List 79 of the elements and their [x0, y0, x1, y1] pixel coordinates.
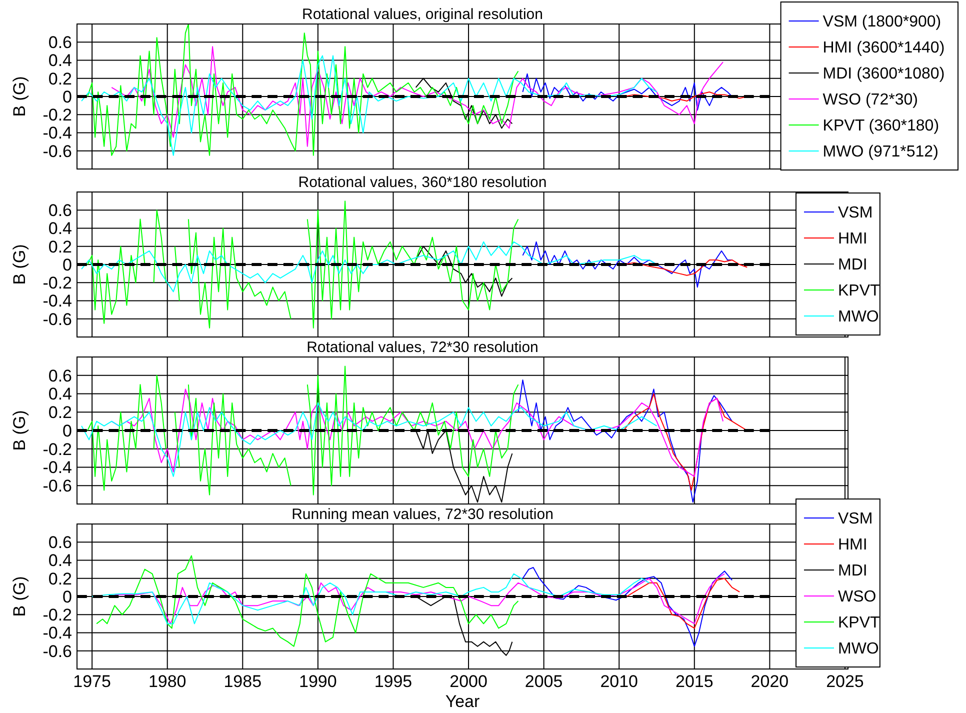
y-tick-label: 0.6: [48, 201, 72, 220]
x-tick-label: 1980: [148, 672, 186, 691]
y-tick-label: -0.4: [42, 624, 72, 643]
line-series: [623, 393, 748, 491]
legend-label: KPVT: [838, 282, 880, 300]
y-tick-label: 0: [62, 421, 72, 440]
y-tick-label: 0.6: [48, 33, 72, 52]
x-tick-label: 2000: [450, 672, 488, 691]
y-tick-label: -0.2: [42, 440, 72, 459]
line-series: [626, 578, 740, 629]
y-tick-label: -0.2: [42, 606, 72, 625]
line-series: [111, 46, 724, 147]
legend-label: MWO: [838, 308, 879, 326]
y-tick-label: 0.4: [48, 551, 72, 570]
legend-label: HMI: [838, 230, 868, 248]
y-tick-label: 0.6: [48, 366, 72, 386]
legend-label: HMI: [838, 536, 868, 554]
x-tick-label: 1975: [73, 672, 111, 691]
x-tick-label: 1990: [299, 672, 337, 691]
x-axis-title: Year: [445, 692, 480, 711]
y-axis-title: B (G): [10, 410, 29, 451]
x-tick-label: 2015: [675, 672, 714, 691]
x-tick-label: 1985: [224, 672, 262, 691]
line-series: [522, 567, 733, 647]
y-tick-label: -0.6: [42, 142, 72, 161]
legend-label: VSM: [838, 510, 873, 528]
x-tick-label: 2025: [826, 672, 864, 691]
legend-label: VSM (1800*900): [822, 14, 942, 31]
line-series: [81, 241, 658, 292]
y-tick-label: 0: [62, 255, 72, 274]
chart-title: Rotational values, 360*180 resolution: [298, 174, 547, 191]
line-series: [87, 24, 519, 156]
y-tick-label: 0.2: [48, 69, 72, 88]
x-tick-label: 2020: [750, 672, 789, 691]
legend-label: MDI (3600*1080): [822, 66, 945, 83]
y-tick-label: 0.4: [48, 384, 72, 404]
line-series: [81, 402, 658, 477]
y-tick-label: -0.2: [42, 274, 72, 293]
legend-label: MDI: [838, 562, 868, 580]
legend-label: MWO (971*512): [822, 144, 938, 161]
y-tick-label: 0.2: [48, 403, 72, 422]
line-series: [522, 73, 733, 111]
x-tick-label: 2010: [600, 672, 638, 691]
line-series: [92, 573, 650, 624]
line-series: [518, 379, 733, 503]
line-series: [522, 241, 733, 288]
y-tick-label: 0.4: [48, 51, 72, 70]
x-tick-label: 1995: [374, 672, 412, 691]
y-tick-label: -0.6: [42, 642, 72, 661]
y-tick-label: -0.6: [42, 310, 72, 329]
legend-label: KPVT: [838, 614, 880, 632]
line-series: [96, 555, 519, 647]
y-tick-label: -0.4: [42, 292, 72, 311]
line-series: [114, 573, 726, 624]
y-tick-label: -0.4: [42, 124, 72, 143]
y-tick-label: 0.4: [48, 219, 72, 238]
line-series: [81, 55, 658, 156]
y-tick-label: 0.2: [48, 237, 72, 256]
chart-title: Rotational values, 72*30 resolution: [306, 339, 538, 356]
y-axis-title: B (G): [10, 244, 29, 285]
y-axis-title: B (G): [10, 576, 29, 617]
legend-label: MDI: [838, 256, 868, 274]
y-tick-label: -0.2: [42, 106, 72, 125]
y-tick-label: 0: [62, 587, 72, 606]
y-tick-label: 0.2: [48, 569, 72, 588]
y-tick-label: 0: [62, 87, 72, 106]
y-tick-label: -0.4: [42, 458, 72, 478]
y-axis-title: B (G): [10, 76, 29, 117]
y-tick-label: -0.6: [42, 476, 72, 496]
legend-label: WSO: [838, 588, 876, 606]
chart-title: Running mean values, 72*30 resolution: [292, 506, 554, 523]
legend-label: KPVT (360*180): [822, 118, 940, 135]
legend-label: WSO (72*30): [822, 92, 918, 109]
legend-label: MWO: [838, 640, 879, 658]
legend-label: HMI (3600*1440): [822, 40, 945, 57]
legend-label: VSM: [838, 204, 873, 222]
chart-title: Rotational values, original resolution: [302, 6, 543, 23]
y-tick-label: 0.6: [48, 533, 72, 552]
x-tick-label: 2005: [524, 672, 563, 691]
